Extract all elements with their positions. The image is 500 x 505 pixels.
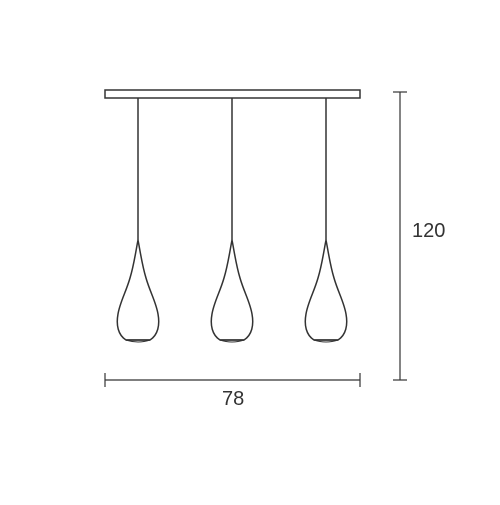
dimension-width	[105, 373, 360, 387]
pendant-1	[117, 98, 158, 342]
shade-2	[211, 240, 252, 340]
pendant-2	[211, 98, 252, 342]
height-label: 120	[412, 220, 445, 243]
dimension-height	[393, 92, 407, 380]
drawing-svg	[0, 0, 500, 500]
pendant-3	[305, 98, 346, 342]
shade-1	[117, 240, 158, 340]
shade-3	[305, 240, 346, 340]
width-label: 78	[222, 388, 244, 411]
mount-bar	[105, 90, 360, 98]
technical-drawing: 78 120	[0, 0, 500, 500]
